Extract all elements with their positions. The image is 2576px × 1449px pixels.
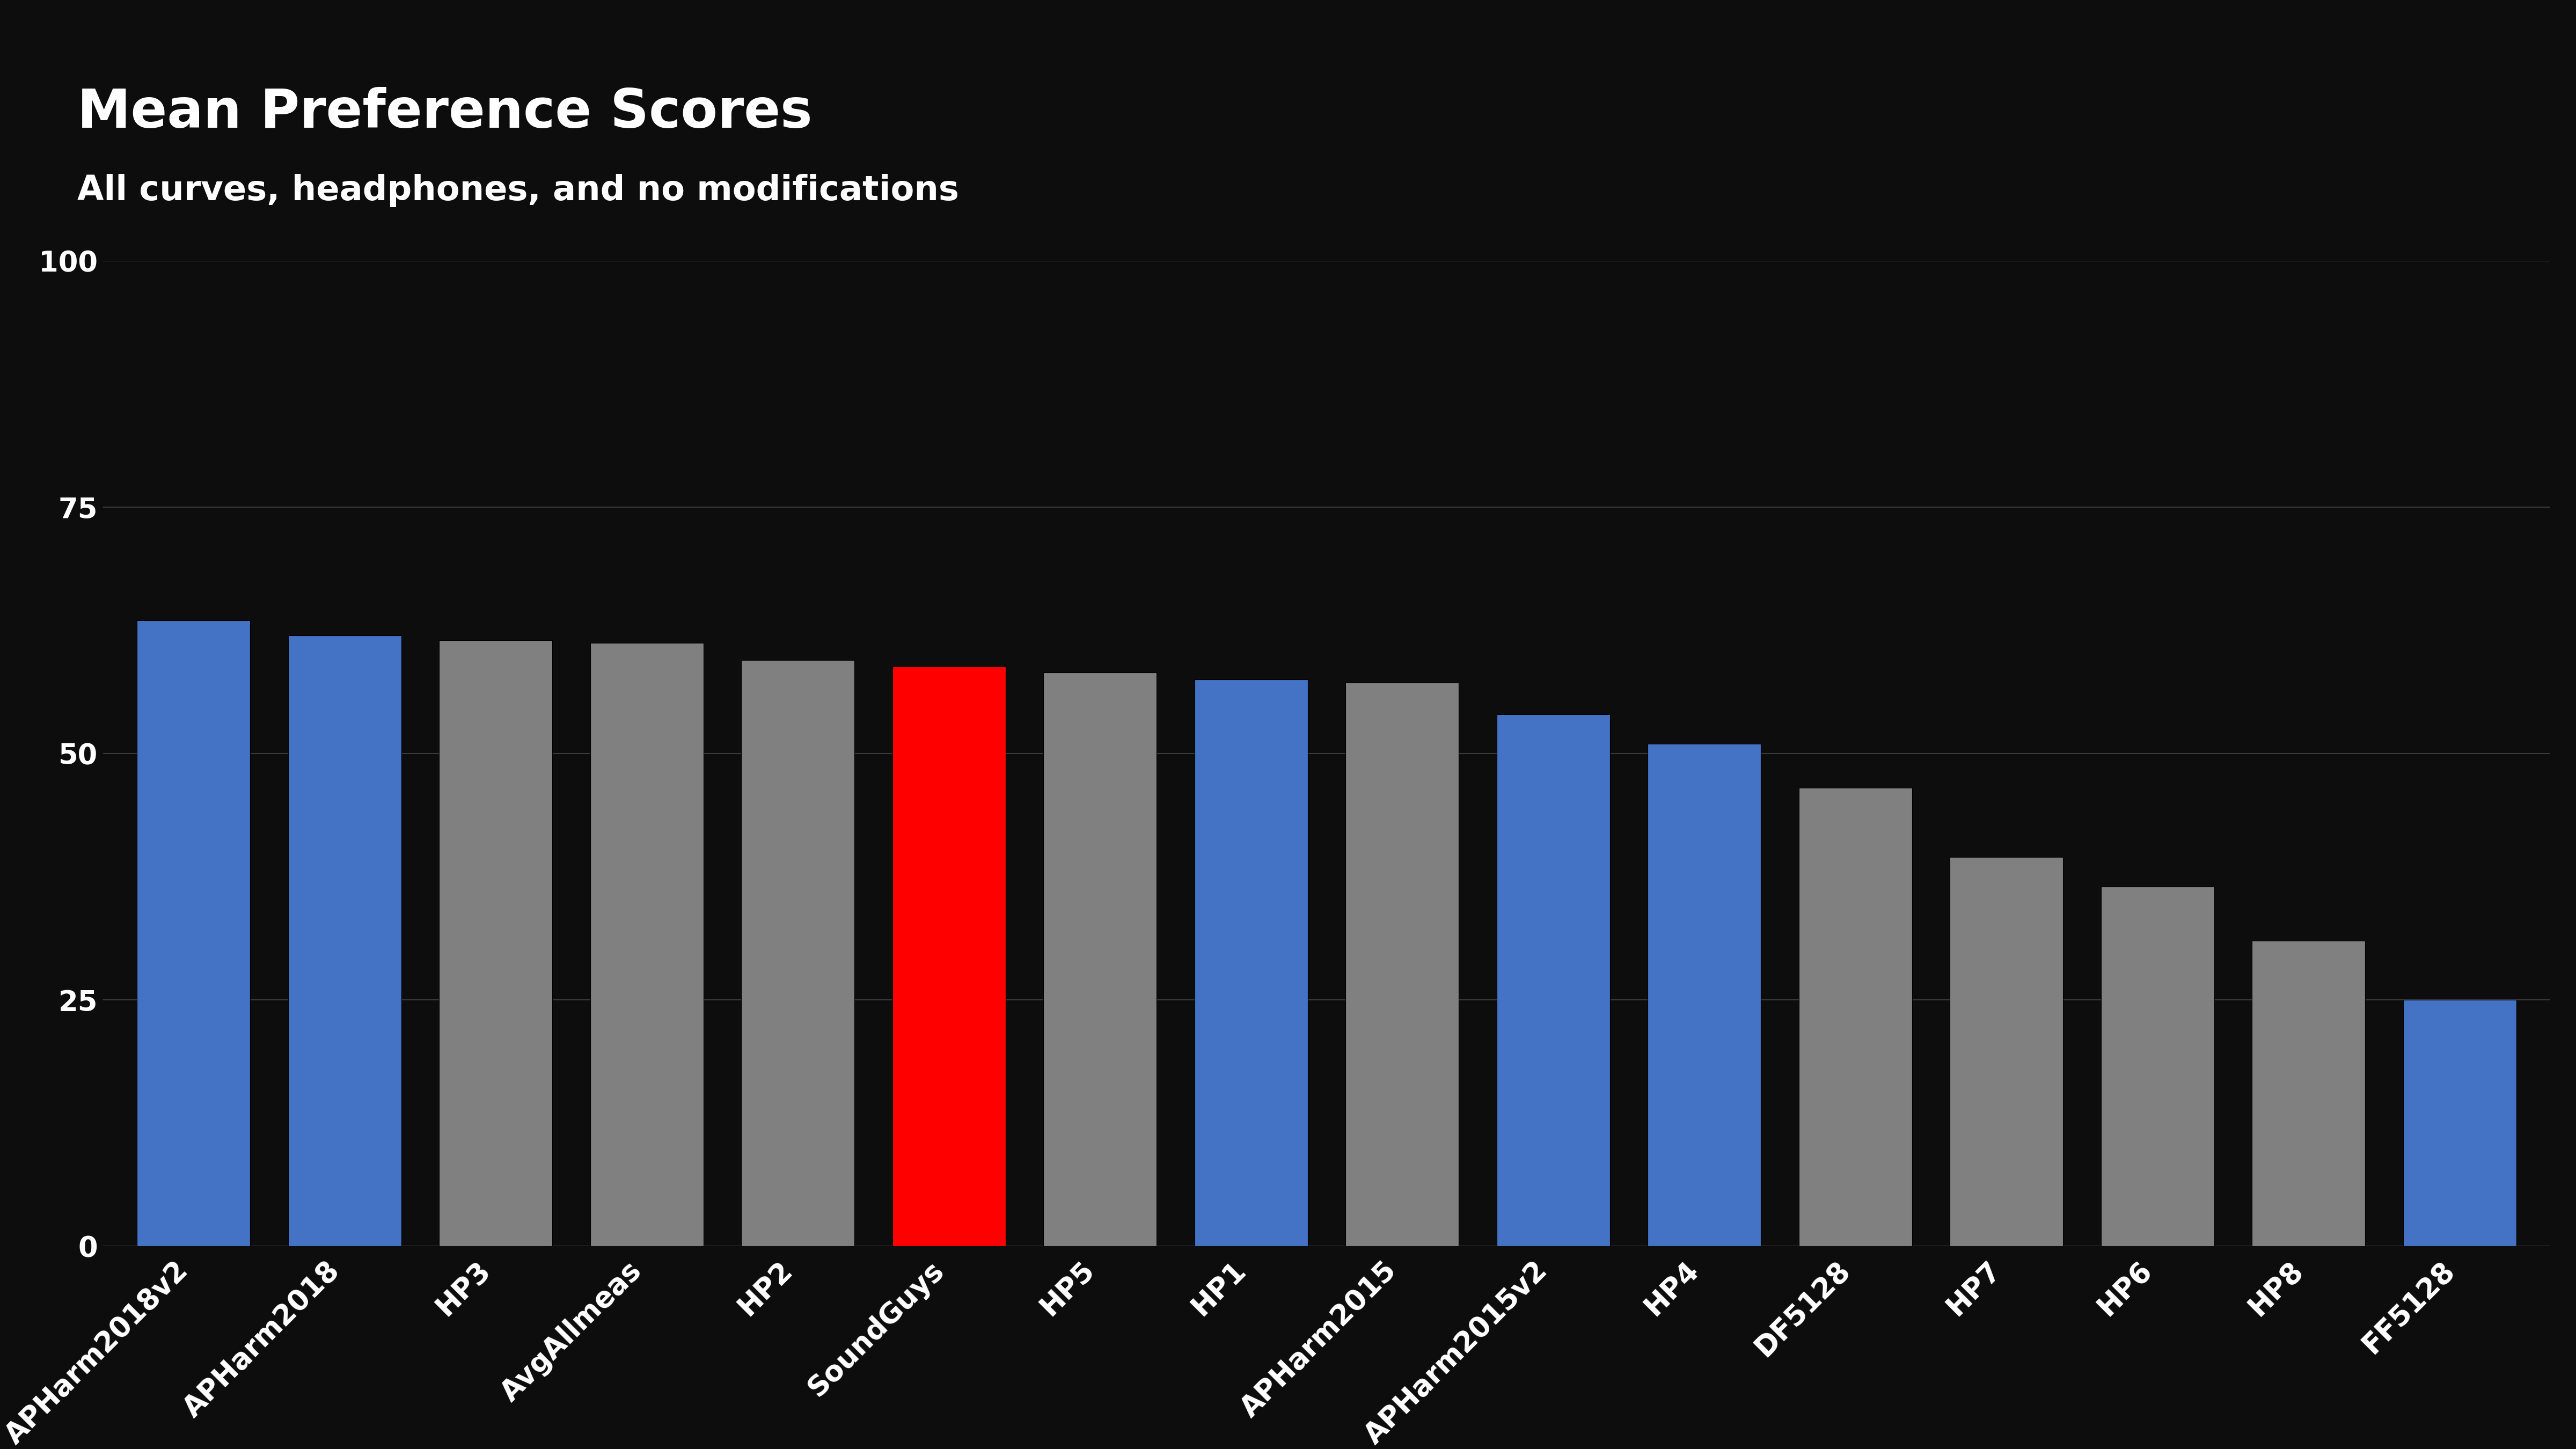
Bar	[1195, 680, 1309, 1246]
Text: Mean Preference Scores: Mean Preference Scores	[77, 87, 811, 139]
Bar	[289, 635, 402, 1246]
Bar	[590, 643, 703, 1246]
Bar	[1043, 672, 1157, 1246]
Bar	[2102, 887, 2215, 1246]
Bar	[438, 640, 551, 1246]
Bar	[1950, 856, 2063, 1246]
Bar	[137, 620, 250, 1246]
Text: All curves, headphones, and no modifications: All curves, headphones, and no modificat…	[77, 174, 958, 207]
Bar	[1497, 714, 1610, 1246]
Bar	[2403, 1000, 2517, 1246]
Bar	[1649, 743, 1762, 1246]
Bar	[1345, 682, 1458, 1246]
Bar	[1798, 788, 1911, 1246]
Bar	[891, 667, 1005, 1246]
Bar	[742, 659, 855, 1246]
Bar	[2251, 940, 2365, 1246]
